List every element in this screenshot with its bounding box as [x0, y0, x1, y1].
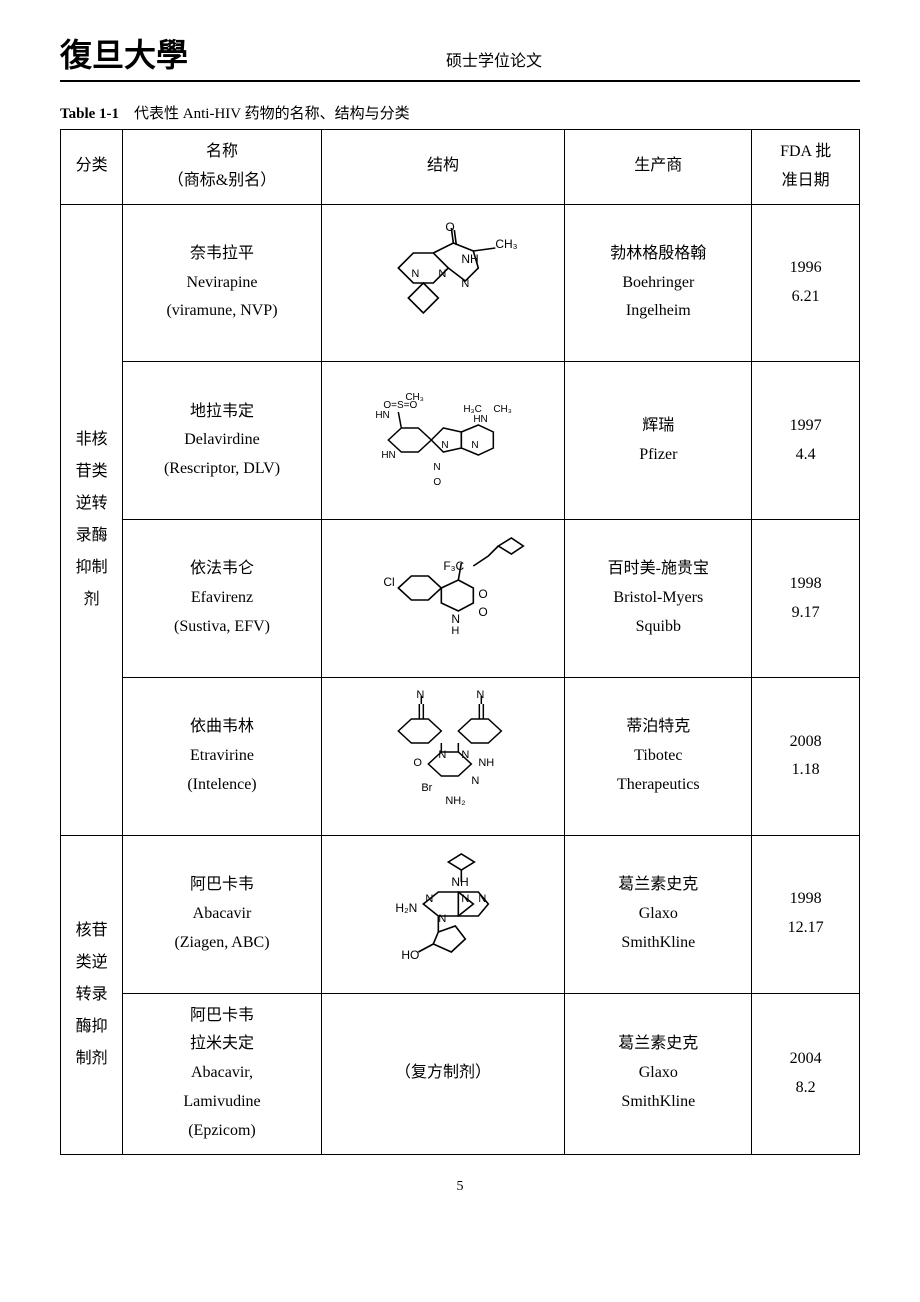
name-cell: 依法韦仑 Efavirenz (Sustiva, EFV)	[123, 520, 321, 678]
date-cell: 1997 4.4	[752, 362, 860, 520]
table-row: 非核苷类逆转录酶抑制剂 奈韦拉平 Nevirapine (viramune, N…	[61, 204, 860, 362]
table-row: 地拉韦定 Delavirdine (Rescriptor, DLV) O=S=O…	[61, 362, 860, 520]
svg-text:N: N	[425, 893, 433, 905]
structure-cell: N N O N N NH N Br NH₂	[321, 677, 565, 835]
name-cell: 阿巴卡韦 Abacavir (Ziagen, ABC)	[123, 835, 321, 993]
th-structure: 结构	[321, 130, 565, 205]
svg-text:N: N	[451, 612, 460, 626]
compound-text: （复方制剂）	[326, 1059, 561, 1088]
svg-text:CH₃: CH₃	[493, 404, 512, 415]
svg-text:H₂N: H₂N	[395, 901, 417, 915]
th-category: 分类	[61, 130, 123, 205]
svg-text:F₃C: F₃C	[443, 559, 464, 573]
svg-text:HN: HN	[381, 450, 395, 461]
category-cell-nnrti: 非核苷类逆转录酶抑制剂	[61, 204, 123, 835]
svg-text:N: N	[471, 440, 478, 451]
th-name: 名称 （商标&别名）	[123, 130, 321, 205]
svg-text:N: N	[416, 689, 424, 701]
svg-text:HO: HO	[401, 948, 419, 962]
svg-text:NH₂: NH₂	[445, 795, 465, 807]
name-cell: 阿巴卡韦 拉米夫定 Abacavir, Lamivudine (Epzicom)	[123, 993, 321, 1154]
svg-text:N: N	[411, 268, 419, 280]
date-cell: 1996 6.21	[752, 204, 860, 362]
table-header-row: 分类 名称 （商标&别名） 结构 生产商 FDA 批 准日期	[61, 130, 860, 205]
svg-text:O: O	[478, 587, 487, 601]
table-row: 核苷类逆转录酶抑制剂 阿巴卡韦 Abacavir (Ziagen, ABC)	[61, 835, 860, 993]
structure-cell: Cl F₃C O O N H	[321, 520, 565, 678]
svg-text:NH: NH	[478, 757, 494, 769]
category-cell-nrti: 核苷类逆转录酶抑制剂	[61, 835, 123, 1154]
date-cell: 1998 12.17	[752, 835, 860, 993]
structure-etravirine: N N O N N NH N Br NH₂	[326, 686, 561, 816]
structure-abacavir: NH N N N N H₂N HO	[326, 844, 561, 974]
mfr-cell: 葛兰素史克 Glaxo SmithKline	[565, 835, 752, 993]
svg-text:N: N	[438, 268, 446, 280]
svg-text:N: N	[461, 749, 469, 761]
svg-text:H: H	[451, 625, 459, 637]
mfr-cell: 百时美-施贵宝 Bristol-Myers Squibb	[565, 520, 752, 678]
svg-text:CH₃: CH₃	[405, 392, 424, 403]
svg-text:O: O	[445, 220, 454, 234]
svg-text:N: N	[461, 278, 469, 290]
date-cell: 2004 8.2	[752, 993, 860, 1154]
svg-text:N: N	[461, 893, 469, 905]
structure-cell: O=S=O CH₃ HN H₃C CH₃ HN HN N N N O	[321, 362, 565, 520]
table-row: 依法韦仑 Efavirenz (Sustiva, EFV) Cl F₃C O	[61, 520, 860, 678]
page-header: 復旦大學 硕士学位论文	[60, 30, 860, 82]
date-cell: 1998 9.17	[752, 520, 860, 678]
svg-text:NH: NH	[461, 252, 478, 266]
svg-text:O: O	[413, 757, 422, 769]
svg-text:N: N	[433, 462, 440, 473]
university-name: 復旦大學	[60, 30, 188, 76]
mfr-cell: 蒂泊特克 Tibotec Therapeutics	[565, 677, 752, 835]
svg-text:HN: HN	[375, 410, 389, 421]
svg-text:Br: Br	[421, 782, 432, 794]
table-row: 依曲韦林 Etravirine (Intelence) N N	[61, 677, 860, 835]
date-cell: 2008 1.18	[752, 677, 860, 835]
name-cell: 地拉韦定 Delavirdine (Rescriptor, DLV)	[123, 362, 321, 520]
mfr-cell: 辉瑞 Pfizer	[565, 362, 752, 520]
table-caption-label: Table 1-1	[60, 106, 119, 122]
structure-nevirapine: NH CH₃ O N N N	[326, 213, 561, 343]
structure-cell: （复方制剂）	[321, 993, 565, 1154]
svg-text:N: N	[478, 893, 486, 905]
drug-table: 分类 名称 （商标&别名） 结构 生产商 FDA 批 准日期 非核苷类逆转录酶抑…	[60, 129, 860, 1155]
table-row: 阿巴卡韦 拉米夫定 Abacavir, Lamivudine (Epzicom)…	[61, 993, 860, 1154]
structure-cell: NH CH₃ O N N N	[321, 204, 565, 362]
name-cell: 奈韦拉平 Nevirapine (viramune, NVP)	[123, 204, 321, 362]
svg-text:O: O	[433, 477, 441, 488]
svg-text:O: O	[478, 605, 487, 619]
svg-text:CH₃: CH₃	[495, 237, 517, 251]
svg-text:Cl: Cl	[383, 575, 394, 589]
mfr-cell: 葛兰素史克 Glaxo SmithKline	[565, 993, 752, 1154]
structure-efavirenz: Cl F₃C O O N H	[326, 528, 561, 658]
mfr-cell: 勃林格殷格翰 Boehringer Ingelheim	[565, 204, 752, 362]
svg-text:N: N	[471, 775, 479, 787]
svg-text:N: N	[438, 749, 446, 761]
structure-delavirdine: O=S=O CH₃ HN H₃C CH₃ HN HN N N N O	[326, 370, 561, 500]
structure-cell: NH N N N N H₂N HO	[321, 835, 565, 993]
name-cell: 依曲韦林 Etravirine (Intelence)	[123, 677, 321, 835]
svg-text:N: N	[441, 440, 448, 451]
svg-text:HN: HN	[473, 414, 487, 425]
svg-text:N: N	[438, 913, 446, 925]
svg-text:N: N	[476, 689, 484, 701]
thesis-type-label: 硕士学位论文	[208, 47, 860, 71]
table-caption: Table 1-1 代表性 Anti-HIV 药物的名称、结构与分类	[60, 102, 860, 123]
th-manufacturer: 生产商	[565, 130, 752, 205]
page-number: 5	[60, 1179, 860, 1195]
table-caption-text: 代表性 Anti-HIV 药物的名称、结构与分类	[134, 106, 410, 122]
th-fda-date: FDA 批 准日期	[752, 130, 860, 205]
svg-text:NH: NH	[451, 875, 468, 889]
